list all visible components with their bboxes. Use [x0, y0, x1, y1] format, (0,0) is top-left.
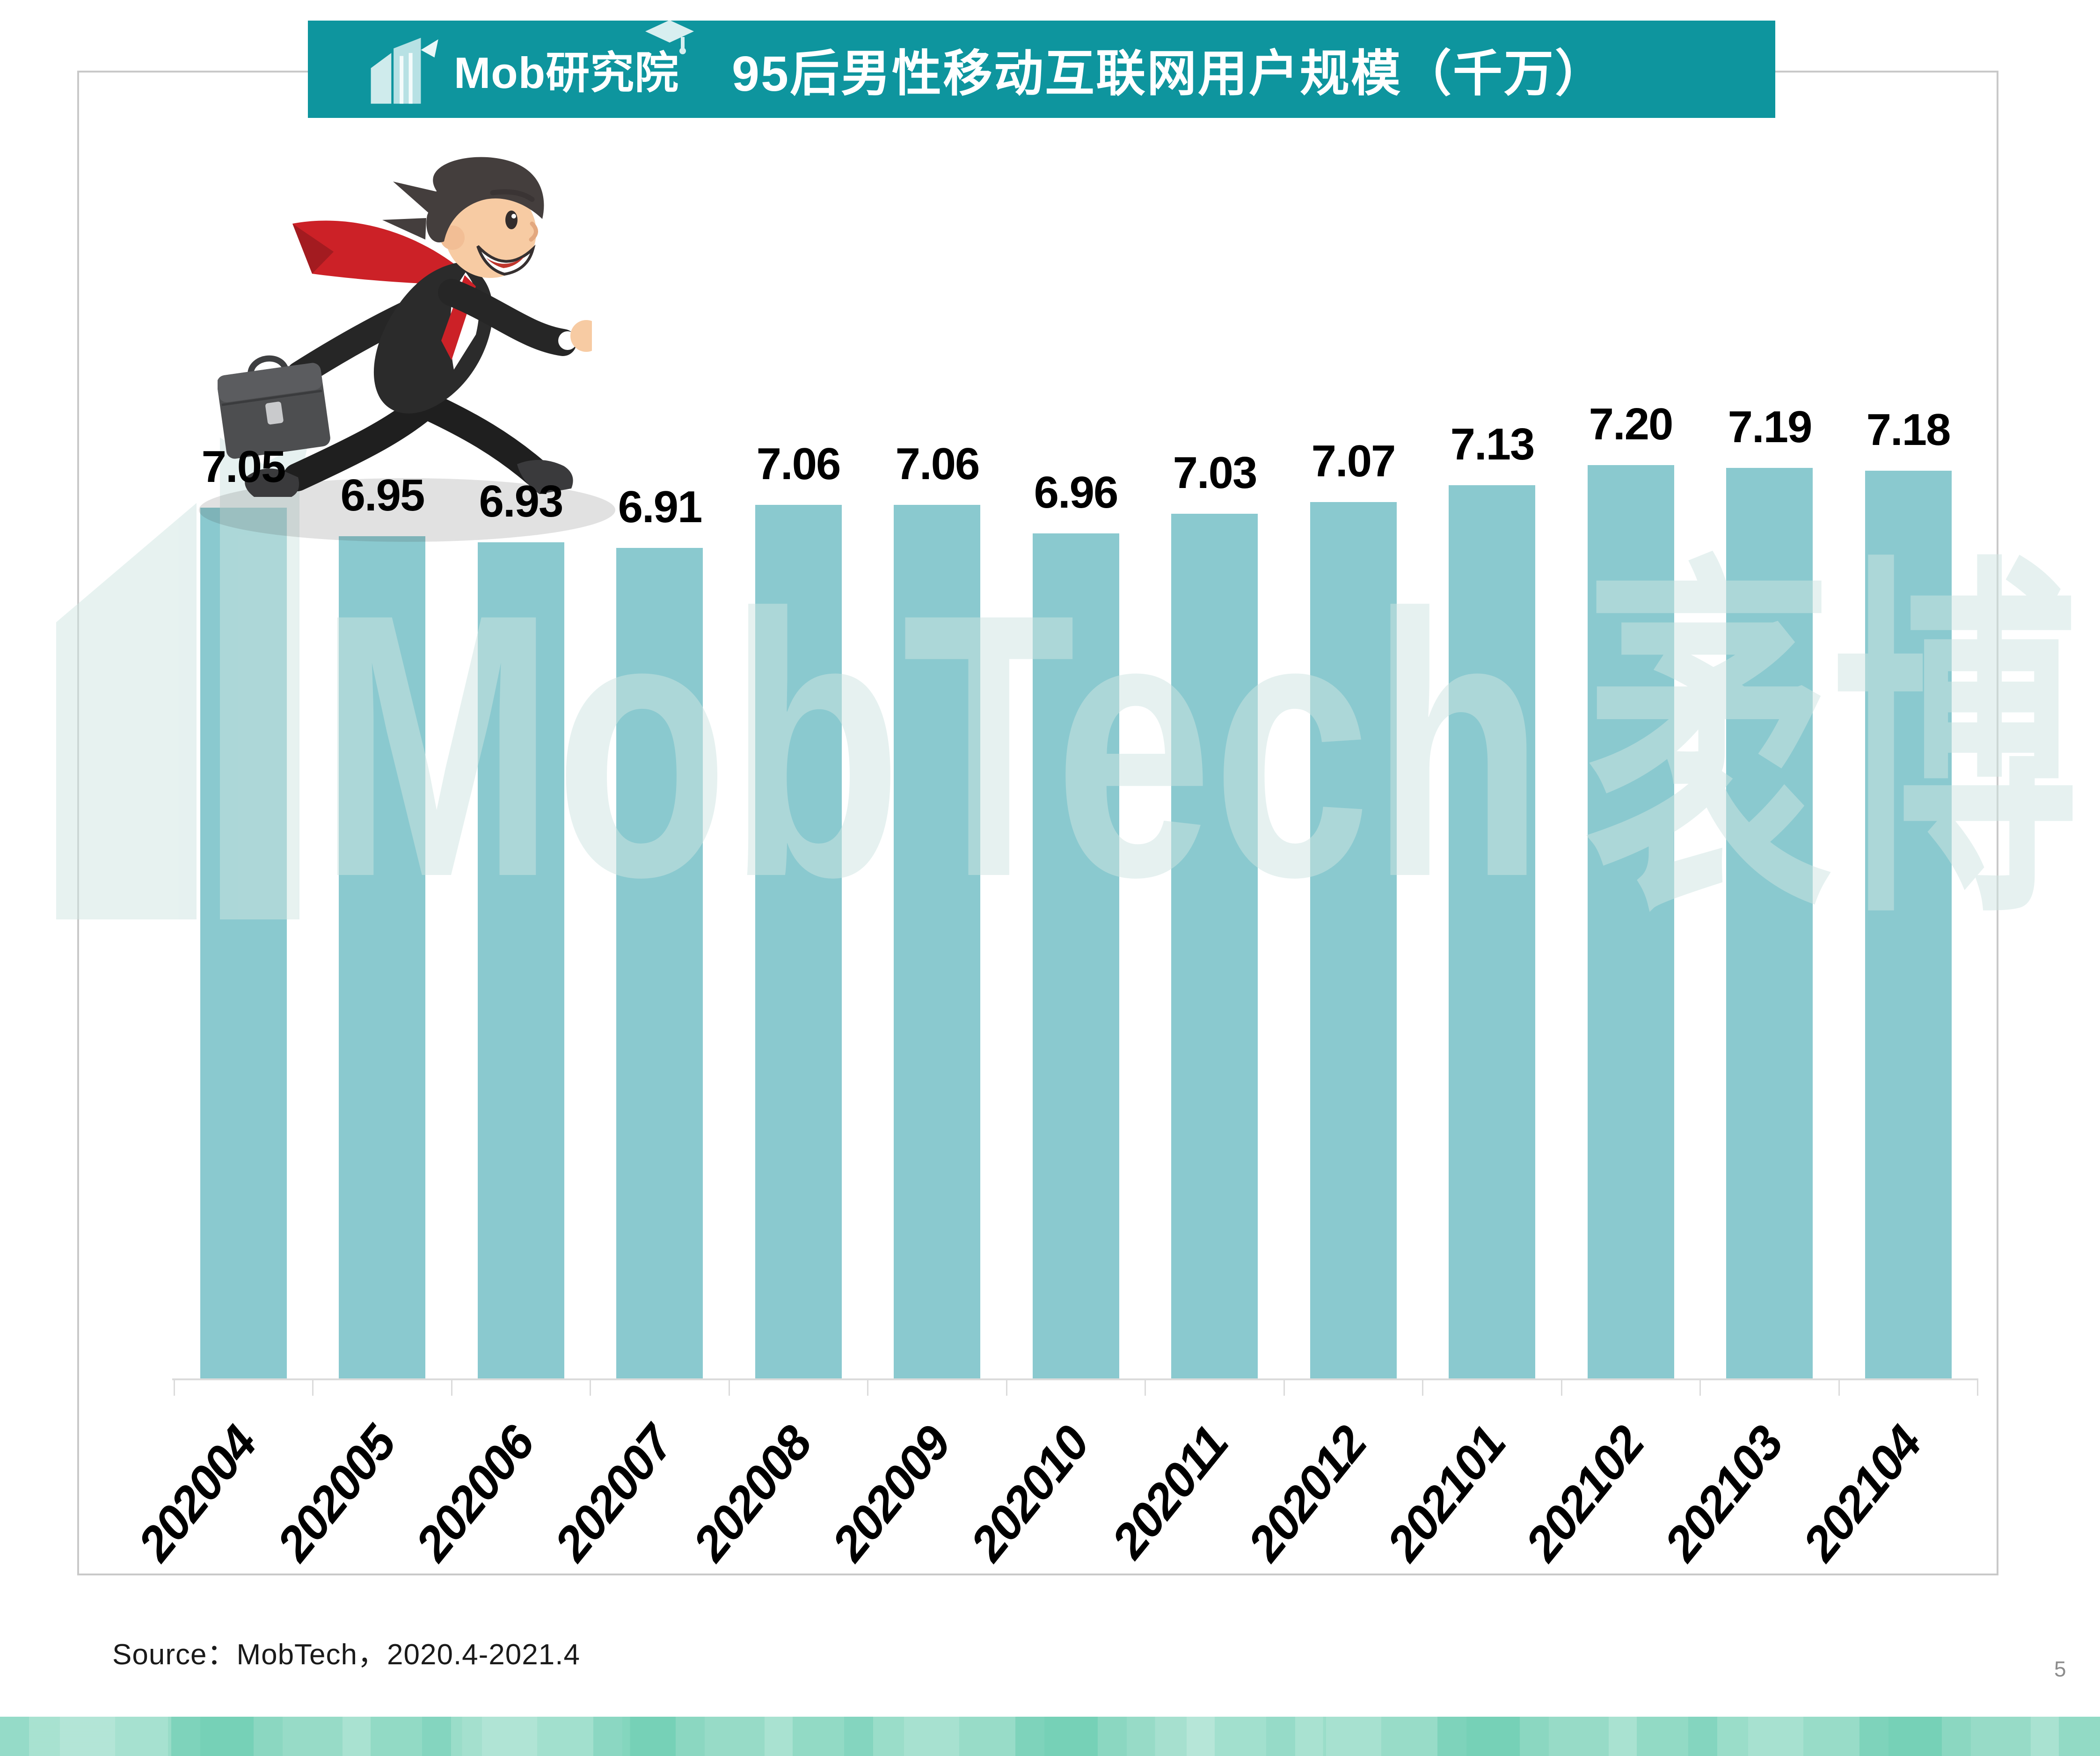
- back-leg: [283, 391, 440, 491]
- front-leg: [416, 393, 550, 487]
- building-blocks-icon: [371, 37, 438, 104]
- hair: [426, 157, 544, 243]
- x-axis-tick: [312, 1380, 314, 1396]
- mouth: [476, 244, 536, 276]
- source-note: Source：MobTech，2020.4-2021.4: [112, 1639, 580, 1671]
- logo-text: Mob研究院: [454, 48, 679, 97]
- bar-value-label: 7.05: [201, 442, 286, 492]
- x-axis-tick: [1699, 1380, 1701, 1396]
- bar: [1449, 485, 1535, 1378]
- briefcase-icon: [218, 355, 330, 459]
- eye: [505, 211, 518, 229]
- bar-value-label: 7.03: [1173, 448, 1258, 498]
- graduation-cap-icon: [645, 20, 694, 54]
- head: [445, 186, 536, 278]
- suit-torso: [373, 262, 493, 414]
- bar-value-label: 7.20: [1589, 399, 1674, 449]
- bar-value-label: 7.13: [1450, 419, 1535, 469]
- bar-value-label: 6.96: [1034, 467, 1119, 517]
- bar-value-label: 7.06: [895, 439, 980, 489]
- bar: [1310, 502, 1397, 1378]
- header-banner: Mob研究院 95后男性移动互联网用户规模（千万）: [308, 20, 1775, 118]
- mob-research-logo: Mob研究院: [364, 20, 694, 106]
- x-axis-tick: [867, 1380, 868, 1396]
- chart-title: 95后男性移动互联网用户规模（千万）: [732, 46, 1606, 102]
- bar: [1033, 533, 1119, 1378]
- x-axis-tick: [451, 1380, 452, 1396]
- bottom-decor-strip: [0, 1717, 2100, 1756]
- bar-value-label: 7.07: [1311, 436, 1396, 486]
- bar-value-label: 6.93: [479, 476, 564, 526]
- page-number: 5: [2054, 1657, 2066, 1681]
- bar-value-label: 7.06: [756, 439, 841, 489]
- x-axis-tick: [1145, 1380, 1146, 1396]
- flying-tie: [292, 220, 462, 285]
- bar: [1726, 468, 1813, 1378]
- bar: [1171, 514, 1258, 1378]
- nose: [529, 221, 538, 242]
- eyebrow: [490, 189, 535, 202]
- x-axis-tick: [1283, 1380, 1285, 1396]
- mouth-inner: [486, 256, 525, 268]
- x-axis-tick: [1838, 1380, 1840, 1396]
- front-fist: [570, 320, 592, 352]
- x-axis-tick: [590, 1380, 591, 1396]
- bar: [894, 505, 980, 1378]
- x-axis-tick: [729, 1380, 730, 1396]
- eye-highlight: [511, 214, 516, 219]
- hair-spike: [393, 182, 438, 213]
- bar-value-label: 7.18: [1866, 405, 1951, 455]
- bar: [1588, 465, 1674, 1378]
- bar: [200, 508, 287, 1378]
- running-businessman-illustration: [218, 157, 592, 497]
- x-axis-tick: [1006, 1380, 1007, 1396]
- x-axis-tick: [1422, 1380, 1423, 1396]
- front-shoe: [517, 459, 573, 494]
- x-axis-tick: [174, 1380, 175, 1396]
- bar-value-label: 6.95: [340, 470, 425, 520]
- bar: [478, 542, 564, 1378]
- bar: [616, 548, 703, 1378]
- bar: [1865, 471, 1952, 1378]
- bar-value-label: 7.19: [1728, 402, 1813, 452]
- x-axis-tick: [1977, 1380, 1978, 1396]
- x-axis-tick: [1561, 1380, 1562, 1396]
- front-arm: [438, 279, 576, 356]
- x-axis-line: [172, 1378, 1978, 1380]
- bar: [339, 536, 425, 1378]
- bar: [755, 505, 842, 1378]
- flying-tie-fold: [292, 224, 334, 274]
- bar-value-label: 6.91: [618, 482, 703, 532]
- hair-spike: [382, 218, 426, 240]
